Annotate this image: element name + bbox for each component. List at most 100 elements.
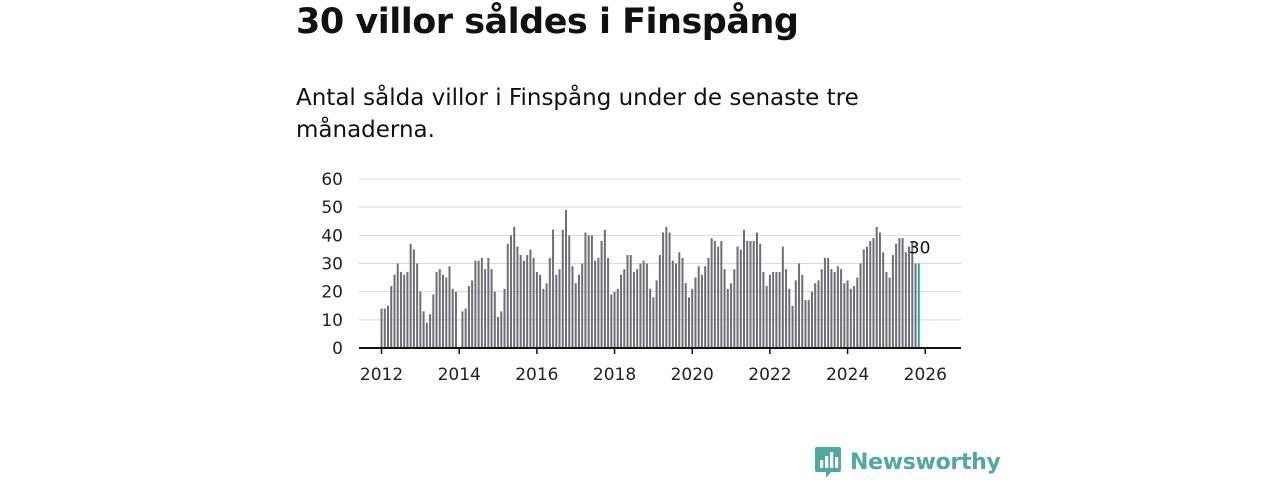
bar — [526, 255, 529, 348]
bar — [396, 263, 399, 348]
bar — [882, 252, 885, 348]
y-tick-label: 0 — [332, 339, 343, 359]
bar — [594, 260, 597, 348]
bar — [613, 291, 616, 348]
x-tick-label: 2018 — [593, 365, 636, 385]
bar — [480, 257, 483, 348]
bar — [710, 238, 713, 348]
bar — [416, 263, 419, 348]
bar — [642, 260, 645, 348]
bar — [532, 257, 535, 348]
x-tick-label: 2022 — [748, 365, 791, 385]
bar — [545, 283, 548, 348]
bar — [645, 263, 648, 348]
bar — [823, 257, 826, 348]
bar — [865, 246, 868, 348]
bar — [581, 263, 584, 348]
bar — [529, 249, 532, 348]
bar — [843, 283, 846, 348]
bar — [620, 274, 623, 348]
bar — [590, 235, 593, 348]
newsworthy-logo[interactable]: Newsworthy — [814, 444, 1001, 480]
bar — [422, 311, 425, 348]
bar — [817, 280, 820, 348]
bar — [700, 274, 703, 348]
bar — [493, 291, 496, 348]
bar — [768, 274, 771, 348]
bar — [668, 232, 671, 348]
bar — [888, 277, 891, 348]
bar — [435, 271, 438, 348]
bar — [794, 280, 797, 348]
bar — [380, 308, 383, 348]
bar — [561, 229, 564, 348]
bar — [807, 300, 810, 348]
y-tick-label: 60 — [321, 170, 343, 190]
bar — [513, 226, 516, 348]
bar — [607, 257, 610, 348]
bar — [623, 269, 626, 348]
bar — [610, 294, 613, 348]
bar — [759, 243, 762, 348]
bar — [655, 280, 658, 348]
bar — [490, 269, 493, 348]
bar — [875, 226, 878, 348]
bar — [752, 240, 755, 348]
bar — [432, 294, 435, 348]
bar — [684, 283, 687, 348]
bar — [895, 243, 898, 348]
bar — [571, 266, 574, 348]
bar — [649, 288, 652, 348]
last-value-label: 30 — [909, 239, 931, 259]
bar — [577, 274, 580, 348]
bar — [678, 252, 681, 348]
y-tick-label: 20 — [321, 283, 343, 303]
bar — [412, 249, 415, 348]
bar — [487, 257, 490, 348]
y-tick-label: 40 — [321, 226, 343, 246]
bar — [765, 286, 768, 348]
bar — [390, 286, 393, 348]
axes — [359, 347, 961, 354]
bar — [558, 269, 561, 348]
y-tick-label: 30 — [321, 255, 343, 275]
bar — [694, 277, 697, 348]
axis-labels: 0 10 20 30 40 50 60 2012 2014 2016 2018 2020 2022 202… — [321, 170, 947, 385]
bar — [704, 266, 707, 348]
bar — [762, 271, 765, 348]
bar — [383, 308, 386, 348]
bar-series — [380, 209, 920, 348]
y-tick-label: 50 — [321, 198, 343, 218]
bar — [691, 288, 694, 348]
bar — [908, 246, 911, 348]
bar — [755, 232, 758, 348]
bar — [904, 252, 907, 348]
bar — [448, 266, 451, 348]
bar — [393, 274, 396, 348]
bar — [658, 255, 661, 348]
bar — [853, 286, 856, 348]
bar — [781, 246, 784, 348]
bar — [454, 291, 457, 348]
bar — [574, 283, 577, 348]
bar — [665, 226, 668, 348]
bar — [914, 263, 917, 348]
x-tick-label: 2020 — [671, 365, 714, 385]
bar-chart: 0 10 20 30 40 50 60 2012 2014 2016 2018 2020 2022 202… — [321, 170, 961, 385]
bar — [503, 288, 506, 348]
bar — [687, 297, 690, 348]
bar — [778, 271, 781, 348]
bar — [516, 246, 519, 348]
bar — [629, 255, 632, 348]
bar — [749, 240, 752, 348]
bar — [616, 288, 619, 348]
bar — [500, 311, 503, 348]
bar — [584, 232, 587, 348]
bar — [878, 232, 881, 348]
bar — [788, 288, 791, 348]
bar — [697, 266, 700, 348]
bar — [846, 280, 849, 348]
bar — [662, 232, 665, 348]
bar — [804, 300, 807, 348]
bar — [484, 269, 487, 348]
